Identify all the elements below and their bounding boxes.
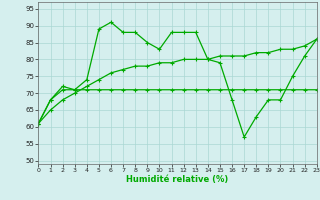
X-axis label: Humidité relative (%): Humidité relative (%) <box>126 175 229 184</box>
